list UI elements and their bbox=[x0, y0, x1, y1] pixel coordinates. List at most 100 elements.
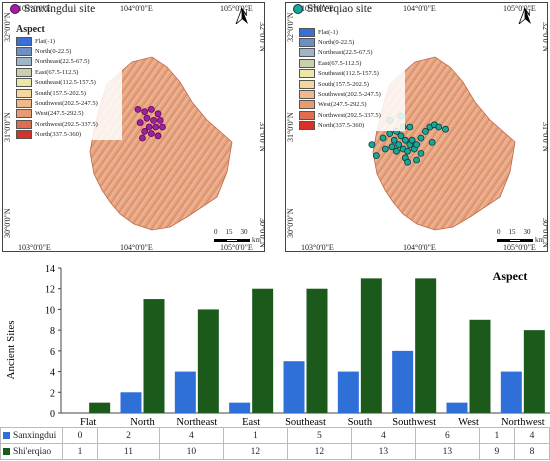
value-cell: 2 bbox=[97, 427, 160, 444]
site-dot bbox=[159, 123, 166, 131]
scale-unit: km bbox=[252, 236, 261, 244]
value-cell: 12 bbox=[222, 443, 288, 460]
scale-tick: 30 bbox=[523, 228, 531, 236]
site-dot bbox=[413, 156, 420, 164]
map-panel-shierqiao: 103°0'0"E 104°0'0"E 105°0'0"E 103°0'0"E … bbox=[285, 2, 548, 252]
legend-swatch bbox=[16, 78, 32, 88]
legend-item: West(247.5-292.5) bbox=[297, 100, 405, 110]
legend-swatch bbox=[16, 88, 32, 98]
site-dot bbox=[404, 158, 411, 166]
site-dot bbox=[147, 130, 155, 138]
legend-label: North(337.5-360) bbox=[35, 131, 82, 139]
north-label: N bbox=[240, 7, 248, 19]
value-cell: 1 bbox=[478, 427, 515, 444]
bar-shierqiao bbox=[143, 299, 165, 413]
svg-text:31°0'0"N: 31°0'0"N bbox=[541, 122, 548, 152]
value-cell: 13 bbox=[350, 443, 416, 460]
svg-text:103°0'0"E: 103°0'0"E bbox=[18, 243, 51, 252]
legend-label: Southwest(202.5-247.5) bbox=[318, 91, 381, 99]
legend-swatch bbox=[16, 99, 32, 109]
north-label: N bbox=[523, 7, 531, 19]
site-dot bbox=[154, 110, 162, 118]
bar-sanxingdui bbox=[446, 402, 468, 413]
value-cell: 13 bbox=[414, 443, 480, 460]
legend-label: Northwest(292.5-337.5) bbox=[35, 120, 98, 128]
svg-text:32°0'0"N: 32°0'0"N bbox=[541, 22, 548, 52]
svg-text:30°0'0"N: 30°0'0"N bbox=[541, 218, 548, 248]
y-tick-label: 10 bbox=[45, 305, 55, 316]
series-name: Shi'erqiao bbox=[13, 446, 52, 457]
bar-shierqiao bbox=[89, 402, 111, 413]
legend-item: East(67.5-112.5) bbox=[14, 67, 122, 77]
legend-swatch bbox=[299, 58, 315, 68]
north-arrow-icon: N bbox=[518, 7, 536, 24]
svg-text:104°0'0"E: 104°0'0"E bbox=[120, 4, 153, 13]
x-tick-label: Flat bbox=[80, 417, 96, 428]
site-dot bbox=[154, 132, 162, 140]
site-dot bbox=[393, 147, 400, 155]
bar-shierqiao bbox=[523, 330, 545, 413]
legend-label: Flat(-1) bbox=[35, 37, 55, 45]
legend-item: North(0-22.5) bbox=[297, 37, 405, 48]
svg-text:32°0'0"N: 32°0'0"N bbox=[3, 12, 12, 42]
x-tick-label: East bbox=[242, 417, 260, 428]
x-tick-label: Northwest bbox=[501, 417, 545, 428]
site-dot bbox=[143, 114, 151, 122]
scale-tick: 0 bbox=[214, 228, 218, 236]
x-tick-label: West bbox=[458, 417, 479, 428]
svg-text:32°0'0"N: 32°0'0"N bbox=[286, 12, 295, 42]
map-panel-sanxingdui: 103°0'0"E 104°0'0"E 105°0'0"E 103°0'0"E … bbox=[2, 2, 265, 252]
legend-swatch bbox=[299, 79, 315, 89]
value-cell: 4 bbox=[513, 427, 550, 444]
site-dot bbox=[147, 106, 155, 113]
value-cell: 6 bbox=[414, 427, 480, 444]
svg-text:31°0'0"N: 31°0'0"N bbox=[3, 112, 12, 142]
legend-label: South(157.5-202.5) bbox=[318, 80, 369, 88]
map-title: Sanxingdui site bbox=[10, 3, 95, 15]
bar-sanxingdui bbox=[174, 371, 196, 413]
table-row: Shi'erqiao 1 11 10 12 12 13 13 9 8 bbox=[0, 443, 550, 460]
legend-item: Northwest(292.5-337.5) bbox=[14, 119, 122, 129]
legend-swatch bbox=[16, 47, 32, 57]
map-title: Shi'erqiao site bbox=[293, 3, 372, 15]
legend-item: Northwest(292.5-337.5) bbox=[297, 110, 405, 120]
value-cell: 12 bbox=[286, 443, 352, 460]
site-dot bbox=[134, 106, 142, 113]
legend-swatch bbox=[299, 69, 315, 79]
region-shape bbox=[372, 56, 516, 231]
site-dot bbox=[388, 143, 396, 151]
map-title-text: Sanxingdui site bbox=[24, 3, 96, 15]
map-title-text: Shi'erqiao site bbox=[307, 3, 372, 15]
legend-swatch bbox=[299, 27, 315, 37]
legend-swatch bbox=[299, 110, 315, 120]
site-dot bbox=[413, 141, 420, 149]
y-tick-label: 4 bbox=[50, 368, 55, 379]
value-cell: 1 bbox=[222, 427, 288, 444]
legend-item: Northeast(22.5-67.5) bbox=[14, 57, 122, 67]
bar-sanxingdui bbox=[337, 371, 359, 413]
legend-swatch bbox=[16, 109, 32, 119]
x-tick-label: Northeast bbox=[176, 417, 217, 428]
value-cell: 4 bbox=[158, 427, 224, 444]
legend-item: Flat(-1) bbox=[14, 36, 122, 46]
site-dot bbox=[428, 138, 436, 146]
legend-swatch bbox=[16, 67, 32, 77]
bar-sanxingdui bbox=[283, 361, 305, 413]
svg-text:30°0'0"N: 30°0'0"N bbox=[3, 208, 12, 238]
legend-swatch bbox=[16, 119, 32, 129]
site-dot bbox=[401, 136, 409, 144]
legend-title: Aspect bbox=[16, 24, 45, 35]
legend-item: South(157.5-202.5) bbox=[297, 79, 405, 89]
svg-text:105°0'0"E: 105°0'0"E bbox=[220, 243, 253, 252]
bar-shierqiao bbox=[415, 278, 437, 413]
value-cell: 5 bbox=[286, 427, 352, 444]
legend-item: South(157.5-202.5) bbox=[14, 88, 122, 98]
site-dot bbox=[386, 130, 394, 138]
site-dot bbox=[152, 123, 160, 131]
bar-shierqiao bbox=[469, 319, 491, 413]
bar-sanxingdui bbox=[229, 402, 251, 413]
site-dot bbox=[442, 125, 449, 133]
site-dot bbox=[145, 123, 153, 131]
aspect-bar-chart: Aspect Ancient Sites 0 2 4 6 8 10 12 14 Flat Nort… bbox=[5, 264, 550, 428]
series-label-cell: Sanxingdui bbox=[0, 427, 63, 444]
